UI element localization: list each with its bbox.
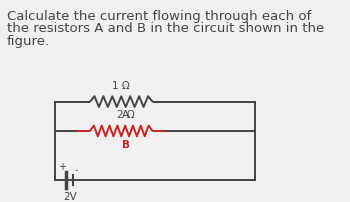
- Text: the resistors A and B in the circuit shown in the: the resistors A and B in the circuit sho…: [7, 22, 324, 35]
- Text: 2 Ω: 2 Ω: [117, 110, 134, 120]
- Text: figure.: figure.: [7, 35, 50, 48]
- Text: B: B: [121, 139, 130, 149]
- Text: -: -: [75, 165, 78, 174]
- Text: 1 Ω: 1 Ω: [112, 80, 130, 90]
- Text: A: A: [122, 110, 129, 120]
- Text: 2V: 2V: [63, 191, 77, 201]
- Text: Calculate the current flowing through each of: Calculate the current flowing through ea…: [7, 10, 311, 23]
- Text: +: +: [58, 161, 66, 171]
